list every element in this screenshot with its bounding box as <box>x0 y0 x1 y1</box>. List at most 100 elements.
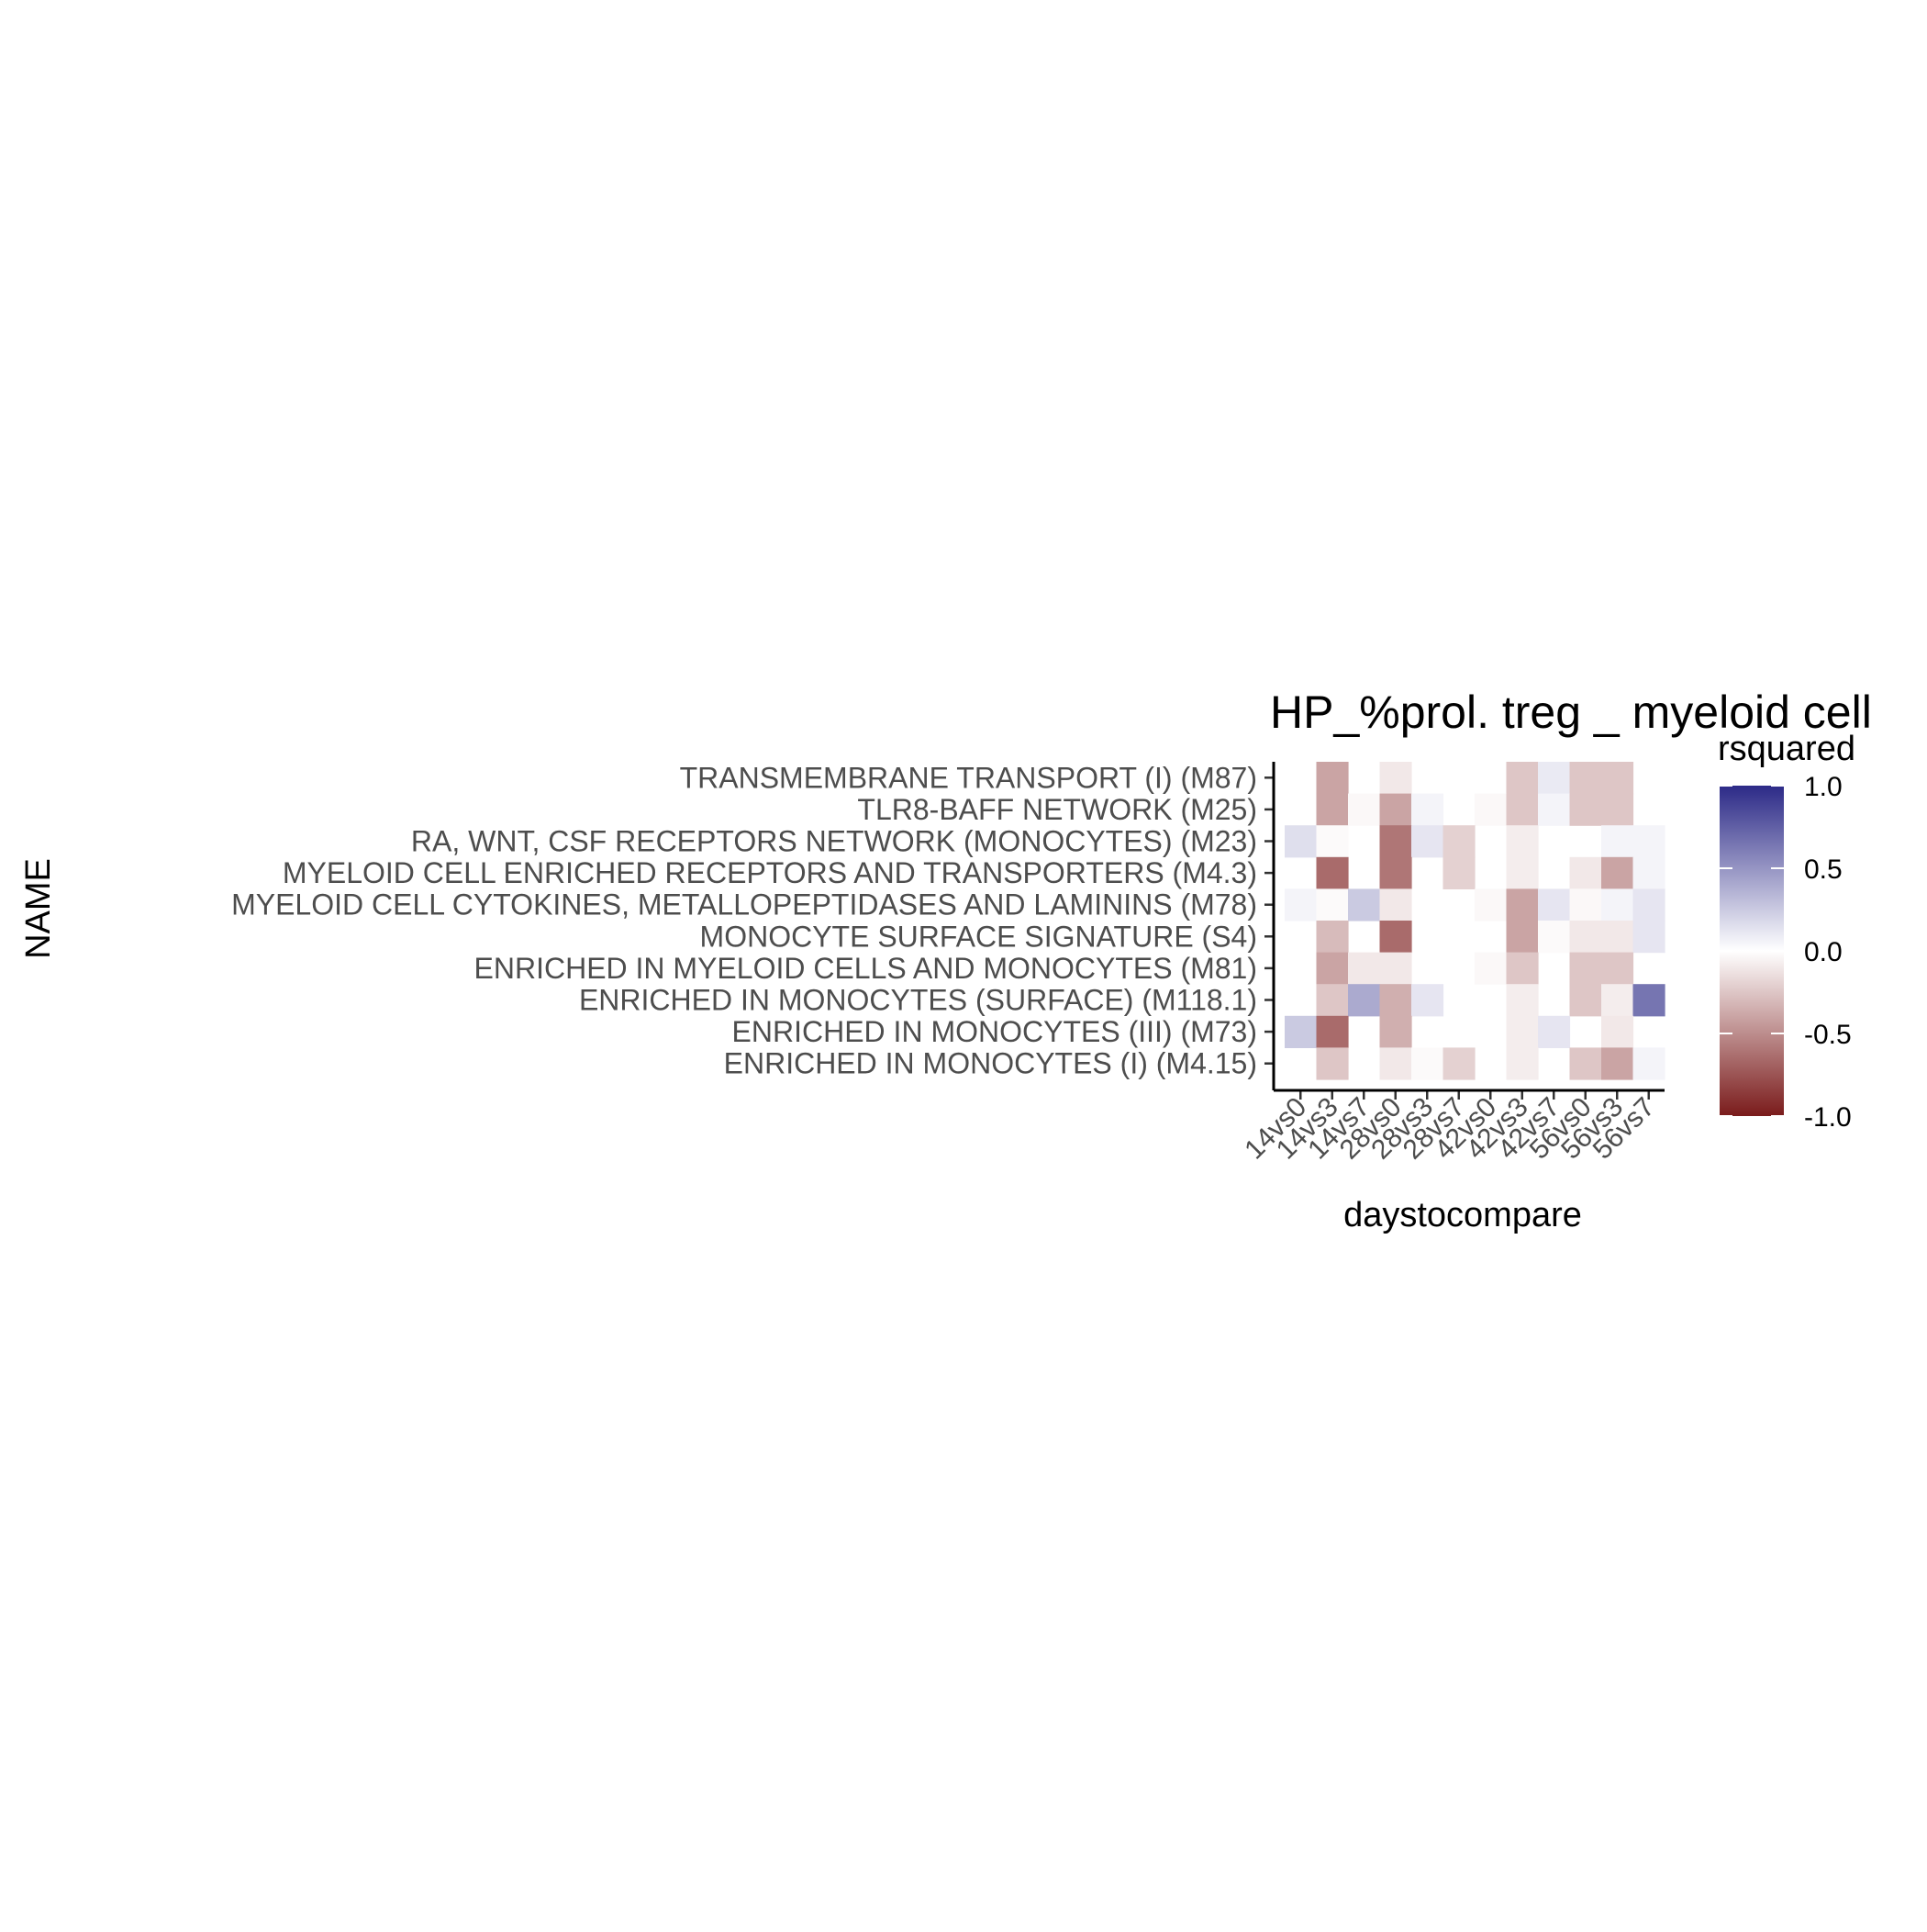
heatmap-cell <box>1442 1047 1476 1080</box>
heatmap-cell <box>1316 793 1349 826</box>
legend-tick-label: 0.5 <box>1804 854 1843 885</box>
heatmap-cell <box>1475 952 1508 985</box>
heatmap-cell <box>1632 856 1665 889</box>
heatmap-cell <box>1285 825 1318 858</box>
heatmap-cell <box>1316 888 1349 921</box>
heatmap-cell <box>1506 762 1539 795</box>
heatmap-cell <box>1569 856 1602 889</box>
x-axis-ticks: 14vs014vs314vs728vs028vs328vs742vs042vs3… <box>1239 1090 1661 1166</box>
heatmap-cell <box>1475 888 1508 921</box>
heatmap-cell <box>1379 952 1412 985</box>
chart-title: HP_%prol. treg _ myeloid cell <box>1270 687 1872 738</box>
heatmap-cell <box>1506 856 1539 889</box>
legend-title: rsquared <box>1718 730 1855 768</box>
heatmap-cell <box>1348 888 1381 921</box>
heatmap-cell <box>1506 952 1539 985</box>
heatmap-cell <box>1411 825 1444 858</box>
heatmap-cell <box>1601 888 1634 921</box>
axes <box>1272 762 1665 1092</box>
heatmap-cell <box>1632 921 1665 954</box>
heatmap-cell <box>1569 888 1602 921</box>
heatmap-cell <box>1601 1047 1634 1080</box>
heatmap-cell <box>1379 793 1412 826</box>
y-tick-label: ENRICHED IN MONOCYTES (SURFACE) (M118.1) <box>579 984 1257 1017</box>
heatmap-cell <box>1379 762 1412 795</box>
y-tick-label: MYELOID CELL CYTOKINES, METALLOPEPTIDASE… <box>231 888 1257 921</box>
heatmap-cell <box>1475 793 1508 826</box>
heatmap-cell <box>1506 793 1539 826</box>
y-axis-title: NAME <box>19 858 58 959</box>
y-tick-label: MONOCYTE SURFACE SIGNATURE (S4) <box>700 920 1257 953</box>
heatmap-cell <box>1569 952 1602 985</box>
heatmap-cell <box>1411 793 1444 826</box>
y-tick-label: ENRICHED IN MONOCYTES (I) (M4.15) <box>724 1047 1257 1080</box>
heatmap-cell <box>1348 984 1381 1017</box>
heatmap-cell <box>1379 984 1412 1017</box>
heatmap-cell <box>1411 984 1444 1017</box>
heatmap-cell <box>1569 1047 1602 1080</box>
y-tick-label: ENRICHED IN MONOCYTES (III) (M73) <box>732 1015 1257 1048</box>
heatmap-cell <box>1632 984 1665 1017</box>
legend-tick-label: -0.5 <box>1804 1020 1852 1050</box>
heatmap-cell <box>1632 1047 1665 1080</box>
heatmap-cell <box>1569 762 1602 795</box>
heatmap-cell <box>1316 921 1349 954</box>
y-axis-ticks: TRANSMEMBRANE TRANSPORT (I) (M87)TLR8-BA… <box>231 761 1274 1080</box>
heatmap-cell <box>1601 921 1634 954</box>
heatmap-cell <box>1379 825 1412 858</box>
heatmap-cell <box>1411 1047 1444 1080</box>
heatmap-cell <box>1285 888 1318 921</box>
y-tick-label: RA, WNT, CSF RECEPTORS NETWORK (MONOCYTE… <box>411 825 1257 858</box>
heatmap-cell <box>1569 921 1602 954</box>
heatmap-cell <box>1316 1047 1349 1080</box>
heatmap-cell <box>1601 825 1634 858</box>
heatmap-cell <box>1506 984 1539 1017</box>
y-tick-label: TRANSMEMBRANE TRANSPORT (I) (M87) <box>680 761 1257 794</box>
legend-tick-label: 0.0 <box>1804 937 1843 967</box>
heatmap-cell <box>1506 825 1539 858</box>
y-tick-label: MYELOID CELL ENRICHED RECEPTORS AND TRAN… <box>283 856 1257 889</box>
heatmap-cell <box>1316 825 1349 858</box>
heatmap-cells <box>1285 762 1665 1080</box>
heatmap-cell <box>1442 856 1476 889</box>
heatmap-cell <box>1601 1015 1634 1048</box>
heatmap-cell <box>1601 762 1634 795</box>
heatmap-cell <box>1506 1015 1539 1048</box>
legend: 1.0 0.5 0.0 -0.5 -1.0 <box>1720 772 1852 1133</box>
heatmap-cell <box>1601 952 1634 985</box>
y-tick-label: TLR8-BAFF NETWORK (M25) <box>857 793 1257 826</box>
heatmap-cell <box>1506 1047 1539 1080</box>
heatmap-cell <box>1379 921 1412 954</box>
heatmap-cell <box>1632 888 1665 921</box>
heatmap-cell <box>1379 856 1412 889</box>
heatmap-cell <box>1538 921 1571 954</box>
heatmap-cell <box>1538 888 1571 921</box>
heatmap-cell <box>1379 1047 1412 1080</box>
x-axis-title: daystocompare <box>1343 1196 1582 1234</box>
heatmap-cell <box>1285 1015 1318 1048</box>
heatmap-cell <box>1442 825 1476 858</box>
heatmap-cell <box>1379 1015 1412 1048</box>
heatmap-cell <box>1538 793 1571 826</box>
legend-tick-label: -1.0 <box>1804 1102 1852 1133</box>
heatmap-cell <box>1569 984 1602 1017</box>
heatmap-cell <box>1348 793 1381 826</box>
heatmap-cell <box>1316 762 1349 795</box>
heatmap-cell <box>1569 793 1602 826</box>
heatmap-cell <box>1316 984 1349 1017</box>
heatmap-cell <box>1538 762 1571 795</box>
heatmap-cell <box>1601 856 1634 889</box>
heatmap-cell <box>1316 1015 1349 1048</box>
heatmap-cell <box>1316 856 1349 889</box>
heatmap-cell <box>1316 952 1349 985</box>
heatmap-cell <box>1601 793 1634 826</box>
heatmap-cell <box>1601 984 1634 1017</box>
heatmap-cell <box>1538 1015 1571 1048</box>
heatmap-cell <box>1506 888 1539 921</box>
y-tick-label: ENRICHED IN MYELOID CELLS AND MONOCYTES … <box>474 952 1257 985</box>
legend-tick-label: 1.0 <box>1804 772 1843 802</box>
heatmap-cell <box>1506 921 1539 954</box>
heatmap-cell <box>1632 825 1665 858</box>
